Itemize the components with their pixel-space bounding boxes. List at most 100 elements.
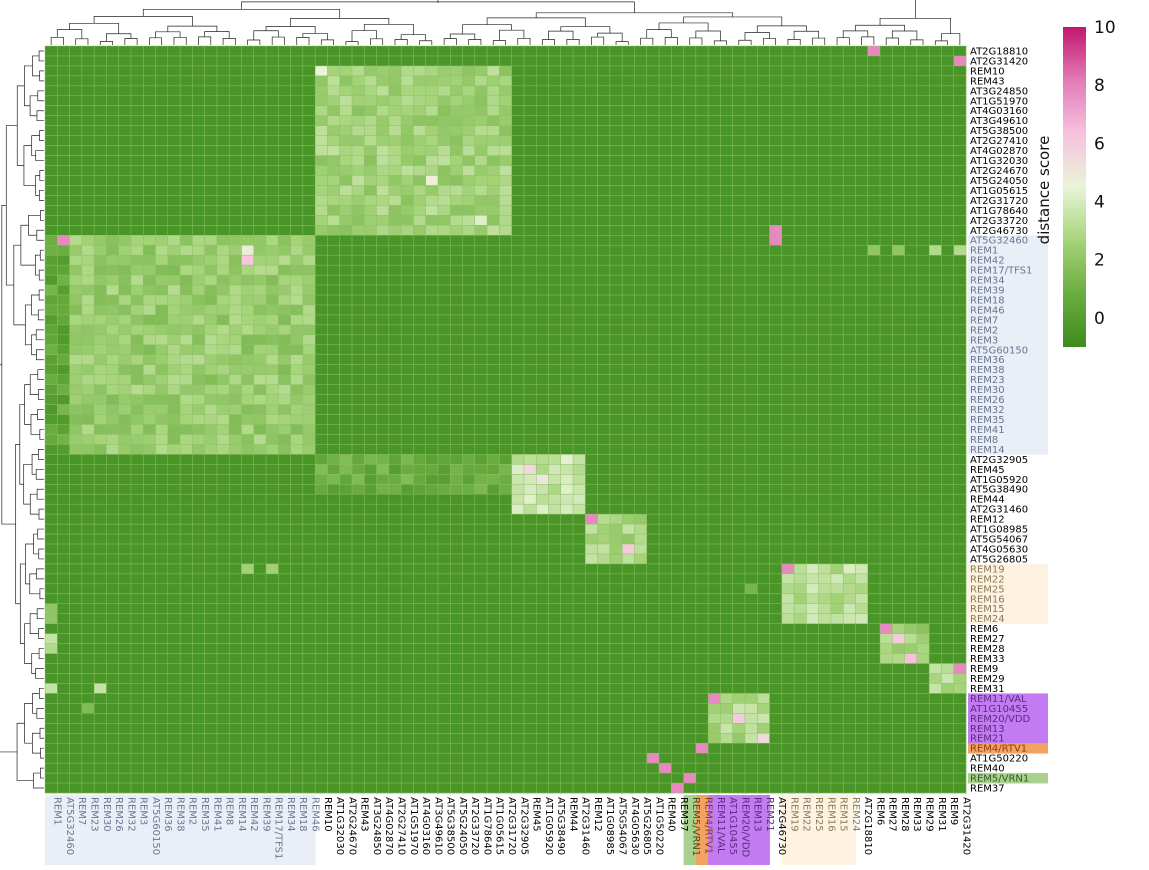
heatmap-cell (69, 593, 83, 605)
heatmap-cell (646, 414, 660, 425)
heatmap-cell (855, 185, 869, 196)
heatmap-cell (69, 504, 83, 515)
heatmap-cell (880, 235, 893, 246)
heatmap-cell (794, 95, 807, 107)
heatmap-cell (867, 235, 881, 246)
heatmap-cell (794, 165, 807, 176)
heatmap-cell (511, 524, 525, 535)
heatmap-cell (216, 255, 230, 266)
heatmap-cell (401, 673, 414, 684)
heatmap-cell (536, 215, 549, 226)
heatmap-cell (843, 553, 856, 565)
heatmap-cell (180, 673, 193, 684)
heatmap-cell (585, 484, 598, 495)
row-band-orange (968, 743, 1048, 754)
heatmap-cell (216, 404, 230, 415)
heatmap-cell (302, 195, 316, 206)
heatmap-cell (757, 165, 770, 176)
heatmap-cell (560, 613, 574, 624)
heatmap-cell (388, 205, 402, 216)
heatmap-cell (413, 374, 426, 385)
row-band-blue (968, 374, 1048, 386)
heatmap-cell (880, 344, 893, 356)
heatmap-cell (204, 334, 218, 346)
heatmap-cell (769, 205, 783, 216)
heatmap-cell (671, 643, 684, 654)
heatmap-cell (290, 245, 304, 256)
heatmap-cell (585, 524, 598, 535)
heatmap-cell (425, 95, 439, 107)
heatmap-cell (487, 285, 500, 296)
heatmap-cell (585, 175, 598, 186)
heatmap-cell (708, 324, 721, 336)
heatmap-cell (732, 344, 746, 356)
heatmap-cell (867, 304, 881, 316)
heatmap-cell (401, 573, 414, 585)
heatmap-cell (671, 105, 684, 117)
heatmap-cell (413, 135, 426, 146)
heatmap-cell (548, 623, 562, 634)
heatmap-cell (327, 245, 341, 256)
heatmap-cell (818, 125, 832, 136)
heatmap-cell (143, 673, 156, 684)
heatmap-cell (69, 573, 83, 585)
heatmap-cell (634, 245, 648, 256)
heatmap-cell (757, 135, 770, 146)
heatmap-cell (229, 295, 242, 306)
heatmap-cell (327, 125, 341, 136)
heatmap-cell (437, 85, 451, 97)
heatmap-cell (266, 85, 279, 97)
row-band-purple (968, 723, 1048, 734)
heatmap-cell (180, 125, 193, 136)
heatmap-cell (523, 265, 537, 276)
heatmap-cell (585, 65, 598, 77)
heatmap-cell (364, 145, 377, 156)
heatmap-cell (499, 643, 512, 654)
heatmap-cell (81, 275, 95, 286)
heatmap-cell (953, 374, 967, 385)
heatmap-cell (364, 165, 377, 176)
heatmap-cell (818, 593, 832, 605)
heatmap-cell (401, 374, 414, 385)
heatmap-cell (769, 474, 783, 485)
heatmap-cell (818, 404, 832, 415)
heatmap-cell (855, 544, 869, 555)
heatmap-cell (253, 105, 267, 117)
heatmap-cell (855, 593, 869, 605)
heatmap-cell (548, 324, 562, 336)
heatmap-cell (302, 663, 316, 674)
heatmap-cell (57, 504, 70, 515)
heatmap-cell (794, 534, 807, 545)
heatmap-cell (192, 544, 205, 555)
heatmap-cell (302, 653, 316, 664)
heatmap-cell (253, 255, 267, 266)
heatmap-cell (560, 65, 574, 77)
heatmap-cell (585, 563, 598, 575)
heatmap-cell (401, 85, 414, 97)
heatmap-cell (143, 155, 156, 166)
heatmap-cell (548, 354, 562, 366)
heatmap-cell (266, 324, 279, 336)
heatmap-cell (634, 85, 648, 97)
heatmap-cell (94, 255, 107, 266)
heatmap-cell (867, 474, 881, 485)
heatmap-cell (953, 235, 967, 246)
heatmap-cell (536, 135, 549, 146)
heatmap-cell (94, 85, 107, 97)
heatmap-cell (671, 553, 684, 565)
heatmap-cell (867, 314, 881, 326)
heatmap-cell (560, 324, 574, 336)
heatmap-cell (474, 364, 488, 375)
heatmap-cell (523, 225, 537, 236)
heatmap-cell (167, 394, 181, 405)
heatmap-cell (130, 434, 144, 445)
heatmap-cell (781, 384, 795, 395)
heatmap-cell (916, 285, 930, 296)
heatmap-cell (732, 434, 746, 445)
heatmap-cell (732, 125, 746, 136)
heatmap-cell (81, 374, 95, 385)
heatmap-cell (597, 135, 611, 146)
heatmap-cell (916, 195, 930, 206)
heatmap-cell (278, 185, 291, 196)
heatmap-cell (69, 454, 83, 465)
